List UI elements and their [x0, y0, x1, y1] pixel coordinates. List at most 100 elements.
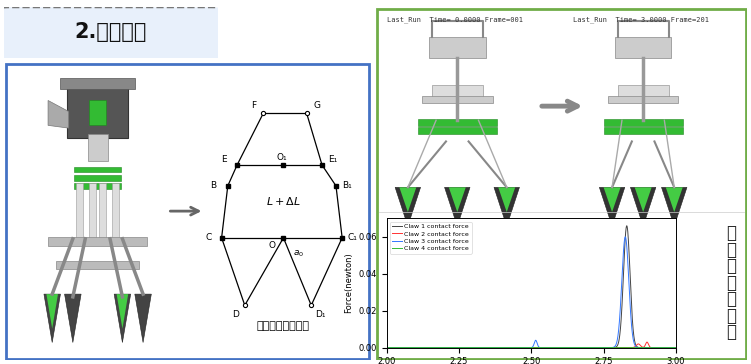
Text: D₁: D₁ [315, 310, 326, 319]
Claw 4 contact force [382, 345, 391, 350]
Bar [56, 261, 139, 269]
Line: Claw 1 contact force: Claw 1 contact force [387, 226, 676, 348]
Claw 4 contact force [665, 345, 674, 350]
Claw 3 contact force [621, 235, 630, 239]
Polygon shape [47, 294, 58, 329]
Claw 4 contact force [415, 345, 424, 350]
Text: B₁: B₁ [342, 181, 352, 190]
Claw 1 contact force [415, 345, 424, 350]
Bar [422, 95, 493, 103]
Text: 力: 力 [726, 323, 736, 341]
Text: 片: 片 [726, 257, 736, 275]
Claw 3 contact force [666, 345, 675, 350]
Text: C: C [206, 233, 212, 242]
Polygon shape [135, 294, 151, 343]
Bar [89, 100, 106, 125]
Text: F: F [252, 101, 257, 110]
Bar [418, 127, 497, 134]
Claw 1 contact force [493, 345, 502, 350]
Text: 的: 的 [726, 274, 736, 292]
Claw 4 contact force [493, 345, 502, 350]
Claw 3 contact force [493, 345, 502, 350]
Bar [432, 85, 483, 99]
Polygon shape [635, 187, 652, 212]
Text: D: D [232, 310, 239, 319]
Text: Last_Run  Time= 0.0000 Frame=001: Last_Run Time= 0.0000 Frame=001 [387, 16, 523, 23]
Text: 爺: 爺 [726, 241, 736, 259]
Line: Claw 3 contact force: Claw 3 contact force [387, 237, 676, 348]
Claw 4 contact force [635, 345, 644, 350]
Polygon shape [665, 187, 683, 212]
Text: E: E [222, 155, 227, 164]
Claw 1 contact force [382, 345, 391, 350]
Bar [615, 37, 671, 59]
Polygon shape [44, 294, 60, 343]
Text: Last_Run  Time= 3.0000 Frame=201: Last_Run Time= 3.0000 Frame=201 [572, 16, 708, 23]
Bar [60, 78, 134, 90]
Text: B: B [210, 181, 216, 190]
Claw 3 contact force [635, 345, 644, 350]
Polygon shape [498, 187, 515, 212]
Polygon shape [449, 187, 466, 212]
Claw 3 contact force [382, 345, 391, 350]
Text: 各: 各 [726, 224, 736, 242]
Bar [88, 134, 107, 161]
Claw 1 contact force [505, 345, 514, 350]
Line: Claw 2 contact force: Claw 2 contact force [387, 342, 676, 348]
Bar [76, 183, 83, 239]
Claw 2 contact force [493, 345, 502, 350]
Claw 2 contact force [415, 345, 424, 350]
Text: 2.取苗装置: 2.取苗装置 [74, 22, 147, 42]
Bar [48, 237, 147, 246]
Text: 触: 触 [726, 306, 736, 325]
Bar [429, 37, 486, 59]
Bar [604, 127, 683, 134]
Bar [608, 95, 678, 103]
Bar [418, 119, 497, 126]
Claw 3 contact force [433, 345, 442, 350]
Polygon shape [662, 187, 687, 226]
Claw 3 contact force [415, 345, 424, 350]
Text: 送盘装置结构设计: 送盘装置结构设计 [257, 321, 310, 331]
Claw 1 contact force [666, 345, 675, 350]
Polygon shape [65, 294, 81, 343]
Text: O₁: O₁ [276, 153, 287, 162]
Claw 1 contact force [635, 345, 644, 350]
Polygon shape [48, 100, 69, 128]
Polygon shape [494, 187, 520, 226]
Claw 4 contact force [433, 345, 442, 350]
Polygon shape [400, 187, 416, 212]
FancyBboxPatch shape [67, 80, 128, 138]
Polygon shape [445, 187, 470, 226]
Text: $L+\Delta L$: $L+\Delta L$ [266, 195, 301, 207]
Bar [74, 183, 121, 189]
Claw 2 contact force [671, 345, 680, 350]
Claw 1 contact force [433, 345, 442, 350]
Bar [99, 183, 106, 239]
Claw 2 contact force [642, 340, 651, 344]
Claw 2 contact force [635, 342, 644, 347]
Bar [74, 167, 121, 173]
Legend: Claw 1 contact force, Claw 2 contact force, Claw 3 contact force, Claw 4 contact: Claw 1 contact force, Claw 2 contact for… [390, 222, 472, 254]
Claw 2 contact force [505, 345, 514, 350]
Claw 4 contact force [671, 345, 680, 350]
Y-axis label: Force(newton): Force(newton) [344, 253, 353, 313]
Polygon shape [630, 187, 656, 226]
Claw 3 contact force [505, 345, 514, 350]
Claw 1 contact force [671, 345, 680, 350]
FancyBboxPatch shape [0, 7, 228, 59]
Bar [618, 85, 668, 99]
Text: 接: 接 [726, 290, 736, 308]
Text: O: O [269, 241, 276, 250]
Bar [74, 175, 121, 181]
Text: E₁: E₁ [327, 155, 337, 164]
Text: G: G [313, 101, 321, 110]
Text: C₁: C₁ [348, 233, 357, 242]
Polygon shape [395, 187, 421, 226]
Bar [89, 183, 96, 239]
Polygon shape [114, 294, 131, 343]
Claw 2 contact force [382, 345, 391, 350]
Text: $a_0$: $a_0$ [294, 248, 304, 259]
Bar [604, 119, 683, 126]
Polygon shape [116, 294, 128, 329]
